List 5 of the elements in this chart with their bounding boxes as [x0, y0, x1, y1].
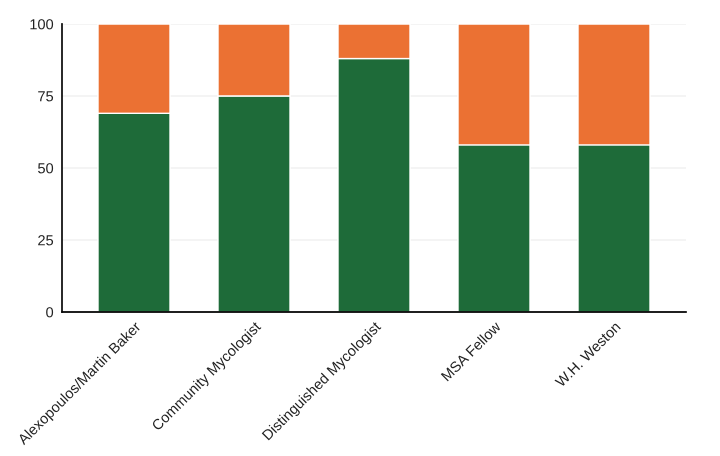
y-tick-label: 75 [38, 91, 54, 102]
y-tick-label: 100 [30, 19, 54, 30]
y-tick-label: 0 [46, 307, 54, 318]
y-tick-label: 50 [38, 163, 54, 174]
y-tick-label: 25 [38, 235, 54, 246]
